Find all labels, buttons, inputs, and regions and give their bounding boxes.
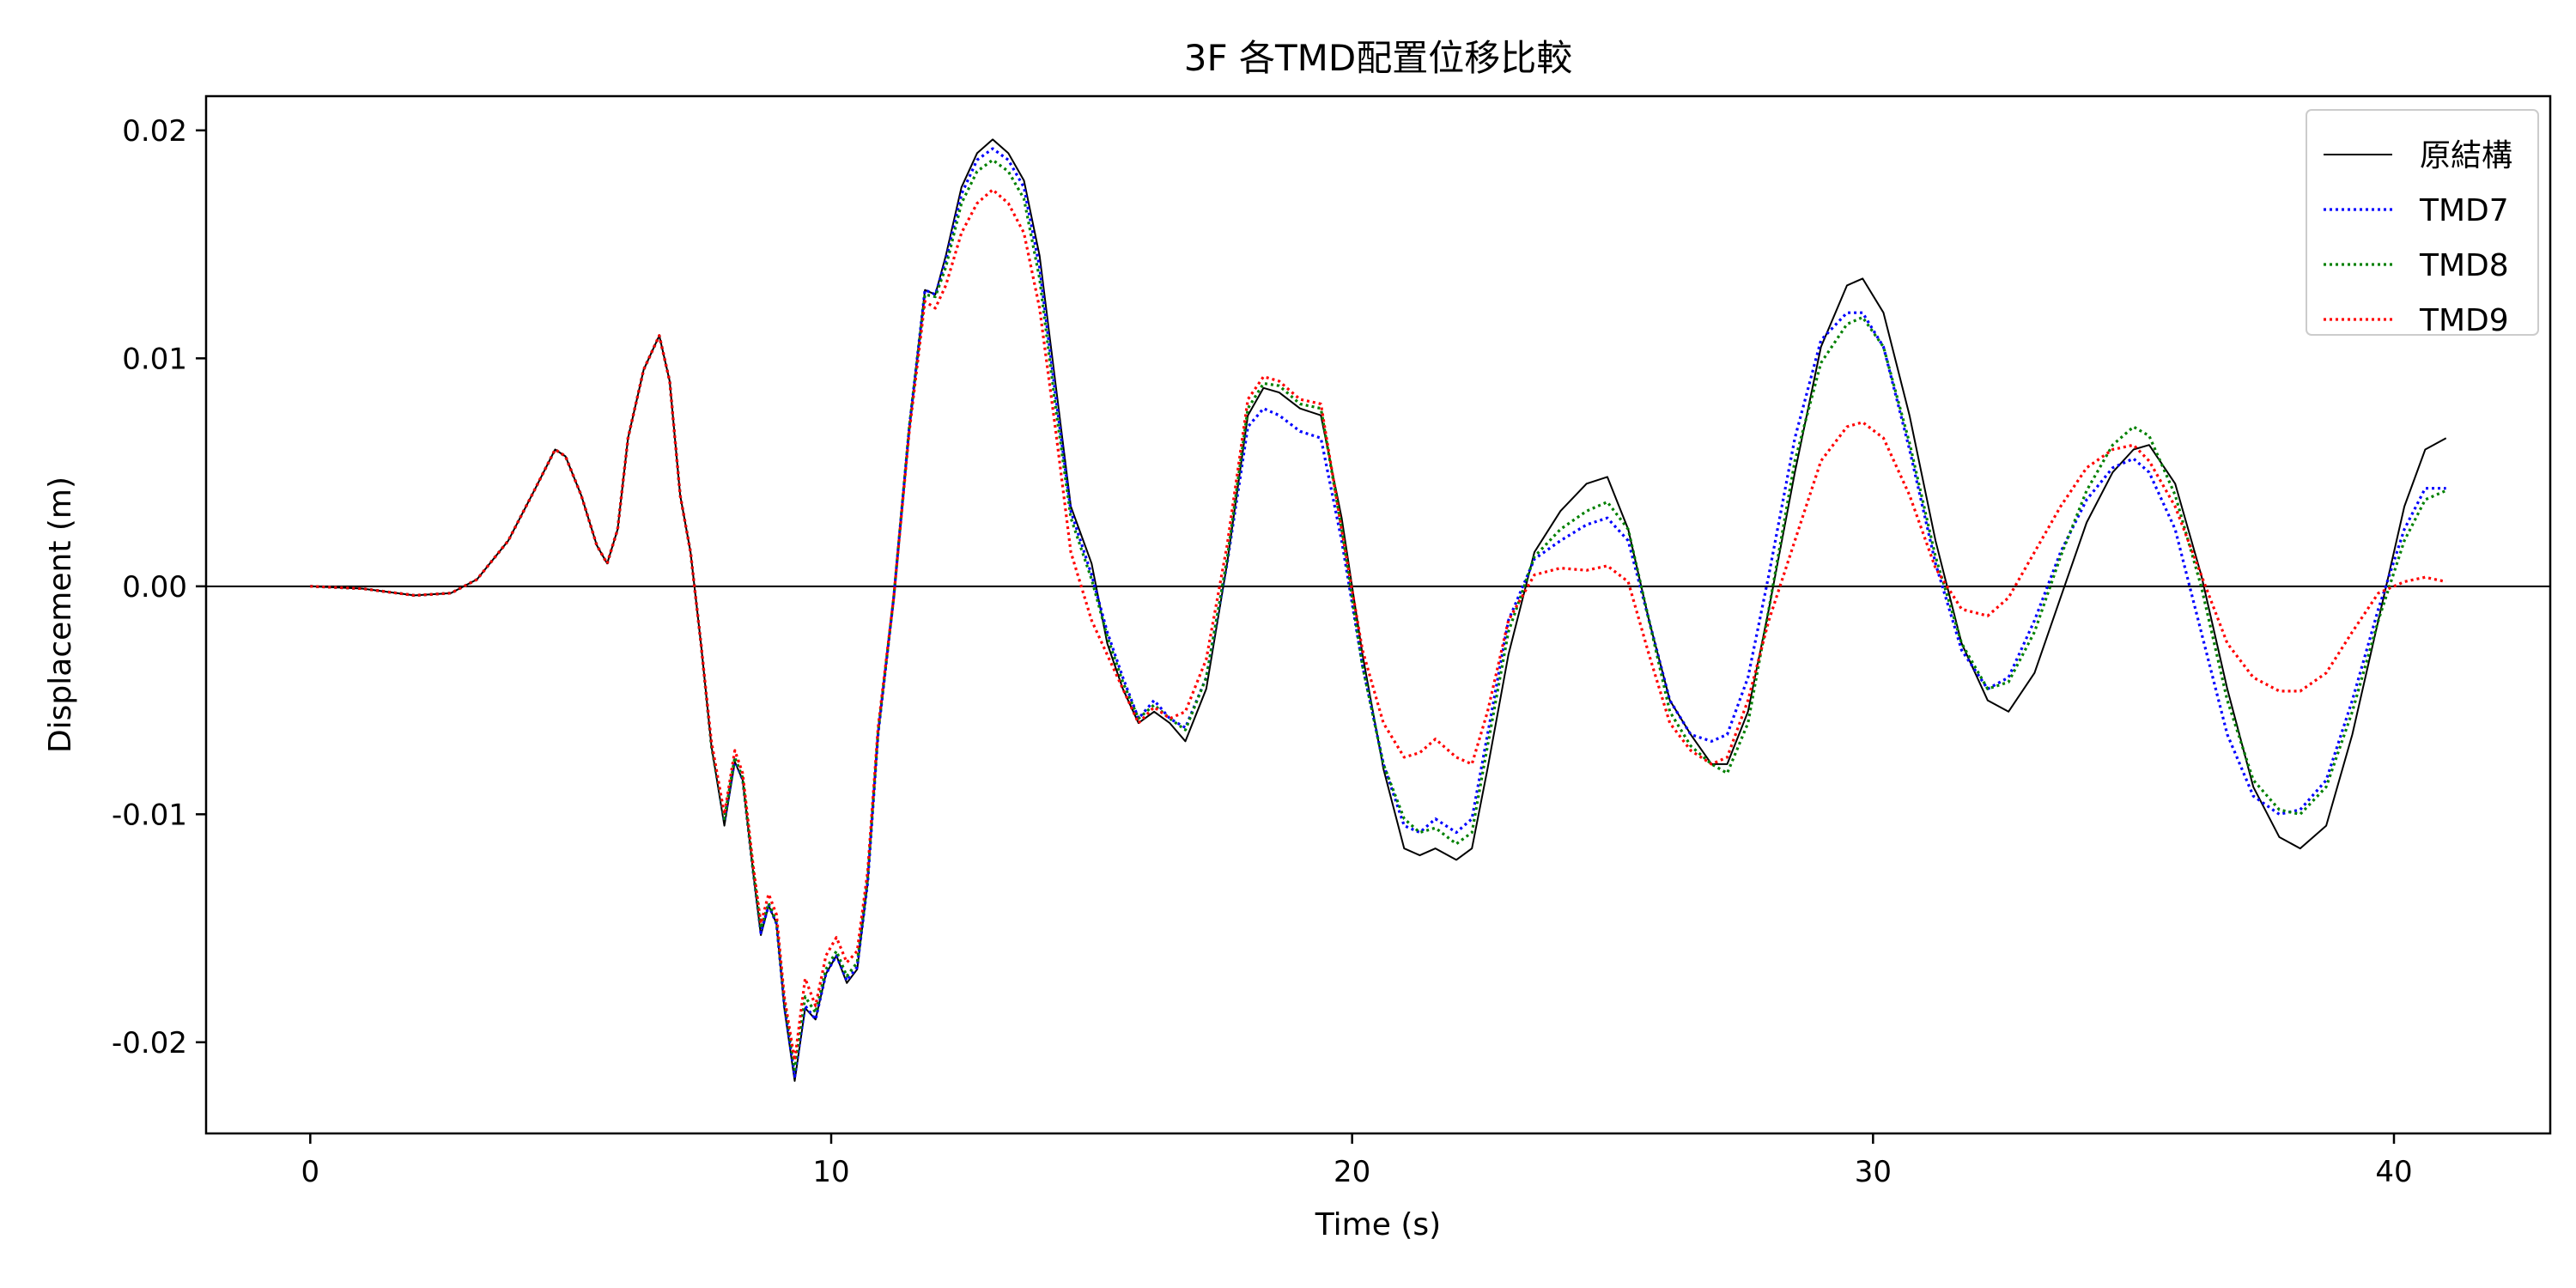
x-axis: 0 10 20 30 40 bbox=[301, 1133, 2413, 1189]
x-tick-label: 30 bbox=[1855, 1155, 1892, 1189]
legend-label: TMD9 bbox=[2419, 303, 2509, 338]
y-axis-label: Displacement (m) bbox=[43, 477, 78, 753]
x-tick-label: 20 bbox=[1334, 1155, 1370, 1189]
legend-label: 原結構 bbox=[2420, 138, 2512, 173]
x-tick-label: 10 bbox=[812, 1155, 849, 1189]
series-line-1 bbox=[310, 138, 2447, 1082]
y-tick-label: 0.02 bbox=[122, 114, 187, 149]
series-line-2 bbox=[310, 147, 2446, 1078]
legend-label: TMD7 bbox=[2419, 193, 2509, 228]
y-tick-label: -0.02 bbox=[112, 1026, 187, 1060]
x-tick-label: 40 bbox=[2375, 1155, 2412, 1189]
x-axis-label: Time (s) bbox=[1315, 1207, 1441, 1242]
y-axis: -0.02 -0.01 0.00 0.01 0.02 bbox=[112, 114, 206, 1060]
legend-label: TMD8 bbox=[2419, 248, 2509, 283]
x-tick-label: 0 bbox=[301, 1155, 320, 1189]
y-tick-label: -0.01 bbox=[112, 798, 187, 832]
plot-area bbox=[204, 94, 2552, 1135]
chart-title: 3F 各TMD配置位移比較 bbox=[1184, 37, 1572, 79]
series-layer bbox=[310, 138, 2447, 1082]
legend-box bbox=[2306, 109, 2539, 336]
series-line-3 bbox=[310, 158, 2447, 1072]
series-line-4 bbox=[310, 188, 2447, 1062]
y-tick-label: 0.01 bbox=[122, 342, 187, 376]
legend: 原結構 TMD7 TMD8 TMD9 bbox=[2306, 109, 2539, 338]
y-tick-label: 0.00 bbox=[122, 570, 187, 605]
